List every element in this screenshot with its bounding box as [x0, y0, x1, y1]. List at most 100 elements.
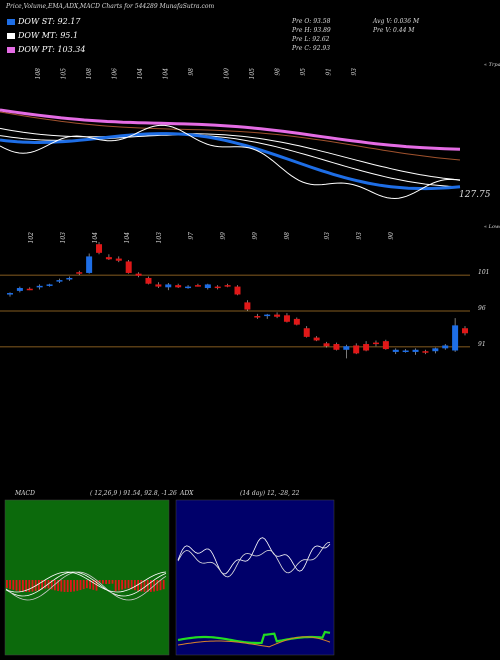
ema-panel: 108 105 108 106 104 104 98 100 105 98 95 91 93 « Trpa…: [0, 62, 500, 200]
ema-mt-line: [0, 127, 461, 181]
macd-line-2: [5, 571, 167, 593]
candle-body: [392, 349, 399, 352]
ema-top-label: 98: [188, 68, 195, 76]
candle-body: [244, 302, 251, 310]
macd-histogram-bar: [31, 580, 34, 592]
ema-pt-line: [0, 108, 461, 151]
candle-body: [452, 325, 459, 351]
candle-body: [293, 318, 300, 325]
candle-body: [372, 342, 379, 345]
macd-histogram-bar: [66, 580, 69, 592]
candle-body: [76, 272, 83, 274]
macd-histogram-bar: [108, 580, 111, 584]
adx-background: [175, 499, 335, 656]
candle-body: [412, 349, 419, 352]
macd-histogram-bar: [41, 580, 43, 590]
macd-histogram-bar: [63, 580, 66, 592]
ema-top-label: 105: [61, 68, 68, 80]
candle-body: [66, 277, 73, 280]
candle-body: [303, 328, 310, 337]
ema-st-line: [0, 132, 461, 191]
ema-top-label: 100: [224, 68, 231, 80]
macd-histogram-bar: [143, 580, 146, 592]
candle-body: [105, 257, 112, 260]
macd-histogram-bar: [89, 580, 91, 589]
macd-histogram-bar: [111, 580, 114, 584]
legend-label-mt: DOW MT: 95.1: [18, 31, 79, 40]
adx-orange-line: [177, 636, 331, 648]
macd-signal-line: [5, 571, 167, 601]
macd-histogram-bar: [82, 580, 85, 590]
candle-body: [36, 285, 43, 288]
macd-histogram-bar: [54, 580, 56, 591]
macd-histogram-bar: [130, 580, 133, 590]
legend-label-pt: DOW PT: 103.34: [18, 45, 86, 54]
macd-histogram-bar: [105, 580, 107, 584]
candle-body: [125, 261, 132, 273]
candle-body: [343, 346, 350, 350]
candle-body: [214, 286, 221, 289]
macd-histogram-bar: [114, 580, 117, 592]
candle-body: [333, 344, 340, 350]
adx-panel: [175, 499, 335, 656]
macd-histogram-bar: [156, 580, 159, 591]
candle-body: [204, 284, 211, 289]
candle-body: [175, 285, 182, 288]
price-level-label: 91: [478, 341, 486, 348]
macd-histogram-bar: [25, 580, 27, 592]
macd-histogram-bar: [50, 580, 53, 590]
macd-histogram-bar: [92, 580, 95, 590]
macd-histogram-bar: [44, 580, 47, 589]
candle-body: [363, 344, 370, 351]
candle-body: [56, 280, 63, 282]
ema-top-label: 91: [326, 68, 333, 76]
ema-top-label: 108: [35, 68, 42, 80]
ema-top-label: 105: [249, 68, 256, 80]
macd-histogram-bar: [28, 580, 31, 592]
stat-low: Pre L: 92.62: [292, 36, 330, 43]
macd-histogram-bar: [70, 580, 72, 592]
price-level-label: 101: [478, 269, 489, 276]
macd-histogram-bar: [118, 580, 120, 591]
stats-volume: Avg V: 0.036 M Pre V: 0.44 M: [373, 17, 419, 35]
macd-histogram-bar: [60, 580, 63, 592]
macd-histogram-bar: [86, 580, 88, 589]
candle-body: [7, 293, 13, 295]
macd-histogram-bar: [124, 580, 127, 589]
price-top-label: 99: [252, 232, 259, 240]
macd-histogram-bar: [22, 580, 24, 592]
candle-body: [96, 244, 103, 253]
macd-histogram-bar: [18, 580, 21, 592]
legend-label-st: DOW ST: 92.17: [18, 17, 81, 26]
ema-corner-label: « Trpa: [484, 62, 500, 68]
candle-body: [422, 351, 429, 353]
candle-body: [26, 288, 33, 291]
ema-price-line: [0, 124, 461, 200]
candle-body: [115, 258, 122, 261]
macd-histogram-bar: [76, 580, 79, 591]
price-top-label: 93: [324, 232, 331, 240]
candle-body: [274, 314, 281, 317]
macd-histogram-bar: [137, 580, 139, 591]
price-top-label: 103: [60, 232, 67, 244]
candle-body: [353, 345, 360, 354]
macd-histogram-bar: [150, 580, 152, 592]
chart-header: Price,Volume,EMA,ADX,MACD Charts for 544…: [6, 3, 215, 10]
macd-panel: [4, 499, 170, 656]
macd-histogram-bar: [162, 580, 165, 590]
stat-open: Pre O: 93.58: [292, 18, 331, 25]
candle-body: [234, 286, 241, 295]
price-top-label: 93: [356, 232, 363, 240]
price-top-label: 90: [388, 232, 395, 240]
macd-histogram-bar: [57, 580, 59, 592]
macd-background: [4, 499, 170, 656]
legend-dow-mt: DOW MT: 95.1: [7, 31, 78, 40]
candle-body: [254, 316, 261, 318]
macd-histogram-bar: [159, 580, 162, 591]
stat-close: Pre C: 92.93: [292, 45, 331, 52]
stat-prev-volume: Pre V: 0.44 M: [373, 27, 415, 34]
candle-body: [145, 277, 152, 284]
candle-body: [313, 337, 320, 341]
price-top-label: 97: [188, 232, 195, 240]
